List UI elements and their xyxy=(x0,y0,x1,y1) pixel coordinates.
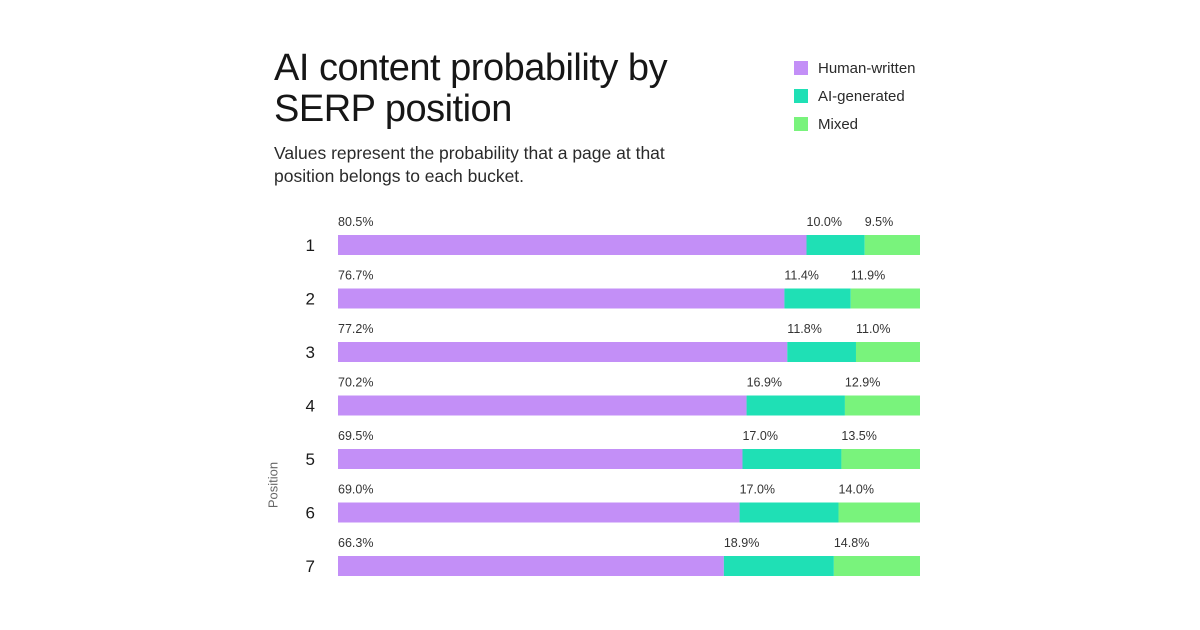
position-label-7: 7 xyxy=(306,557,315,576)
bar-segment-ai-generated-position-3 xyxy=(787,342,856,362)
data-label-human-written-position-2: 76.7% xyxy=(338,269,373,283)
data-label-human-written-position-4: 70.2% xyxy=(338,376,373,390)
position-label-3: 3 xyxy=(306,343,315,362)
data-label-ai-generated-position-3: 11.8% xyxy=(787,322,822,336)
bar-segment-human-written-position-7 xyxy=(338,556,724,576)
data-label-ai-generated-position-5: 17.0% xyxy=(742,429,777,443)
bar-segment-human-written-position-4 xyxy=(338,395,747,416)
bar-segment-ai-generated-position-6 xyxy=(739,502,839,523)
legend-swatch-human-written xyxy=(794,61,808,75)
data-label-mixed-position-5: 13.5% xyxy=(841,429,876,443)
data-label-human-written-position-1: 80.5% xyxy=(338,215,373,229)
bar-segment-human-written-position-2 xyxy=(338,288,785,309)
legend-item-human-written: Human-written xyxy=(794,54,916,82)
bar-segment-mixed-position-6 xyxy=(838,502,920,523)
data-label-ai-generated-position-2: 11.4% xyxy=(784,269,819,283)
data-label-human-written-position-7: 66.3% xyxy=(338,536,373,550)
legend-label-mixed: Mixed xyxy=(818,115,859,133)
legend-item-mixed: Mixed xyxy=(794,110,916,138)
data-label-ai-generated-position-6: 17.0% xyxy=(740,483,775,497)
legend-label-ai-generated: AI-generated xyxy=(818,87,905,105)
data-label-human-written-position-5: 69.5% xyxy=(338,429,373,443)
legend-swatch-mixed xyxy=(794,117,808,131)
bar-segment-mixed-position-1 xyxy=(864,235,920,255)
bar-segment-mixed-position-2 xyxy=(850,288,920,309)
data-label-mixed-position-7: 14.8% xyxy=(834,536,869,550)
bar-segment-ai-generated-position-2 xyxy=(784,288,851,309)
data-label-mixed-position-3: 11.0% xyxy=(856,322,891,336)
data-label-mixed-position-6: 14.0% xyxy=(839,483,874,497)
position-label-1: 1 xyxy=(306,236,315,255)
bar-segment-human-written-position-5 xyxy=(338,449,743,469)
data-label-ai-generated-position-1: 10.0% xyxy=(807,215,842,229)
bar-segment-ai-generated-position-4 xyxy=(746,395,845,416)
data-label-ai-generated-position-4: 16.9% xyxy=(747,376,782,390)
legend-label-human-written: Human-written xyxy=(818,59,916,77)
position-label-4: 4 xyxy=(306,397,315,416)
bar-segment-human-written-position-6 xyxy=(338,502,740,523)
data-label-mixed-position-4: 12.9% xyxy=(845,376,880,390)
bar-segment-mixed-position-7 xyxy=(833,556,920,576)
chart-subtitle: Values represent the probability that a … xyxy=(274,143,665,186)
bar-segment-ai-generated-position-1 xyxy=(806,235,865,255)
legend-swatch-ai-generated xyxy=(794,89,808,103)
data-label-human-written-position-3: 77.2% xyxy=(338,322,373,336)
bar-segment-human-written-position-3 xyxy=(338,342,788,362)
legend: Human-written AI-generated Mixed xyxy=(794,54,916,138)
position-label-2: 2 xyxy=(306,290,315,309)
legend-item-ai-generated: AI-generated xyxy=(794,82,916,110)
chart-title: AI content probability by SERP position xyxy=(274,47,668,130)
bar-segment-human-written-position-1 xyxy=(338,235,807,255)
bar-segment-ai-generated-position-5 xyxy=(742,449,842,469)
position-label-5: 5 xyxy=(306,450,315,469)
bar-segment-mixed-position-3 xyxy=(855,342,920,362)
bar-segment-ai-generated-position-7 xyxy=(723,556,834,576)
stacked-bar-chart: 1 80.5% 10.0% 9.5% 2 76.7% 11.4% 11.9% 3 77.2% 11.… xyxy=(306,215,920,576)
bar-segment-mixed-position-4 xyxy=(844,395,920,416)
position-label-6: 6 xyxy=(306,504,315,523)
bar-segment-mixed-position-5 xyxy=(841,449,920,469)
data-label-mixed-position-2: 11.9% xyxy=(851,269,886,283)
data-label-human-written-position-6: 69.0% xyxy=(338,483,373,497)
data-label-ai-generated-position-7: 18.9% xyxy=(724,536,759,550)
data-label-mixed-position-1: 9.5% xyxy=(865,215,894,229)
